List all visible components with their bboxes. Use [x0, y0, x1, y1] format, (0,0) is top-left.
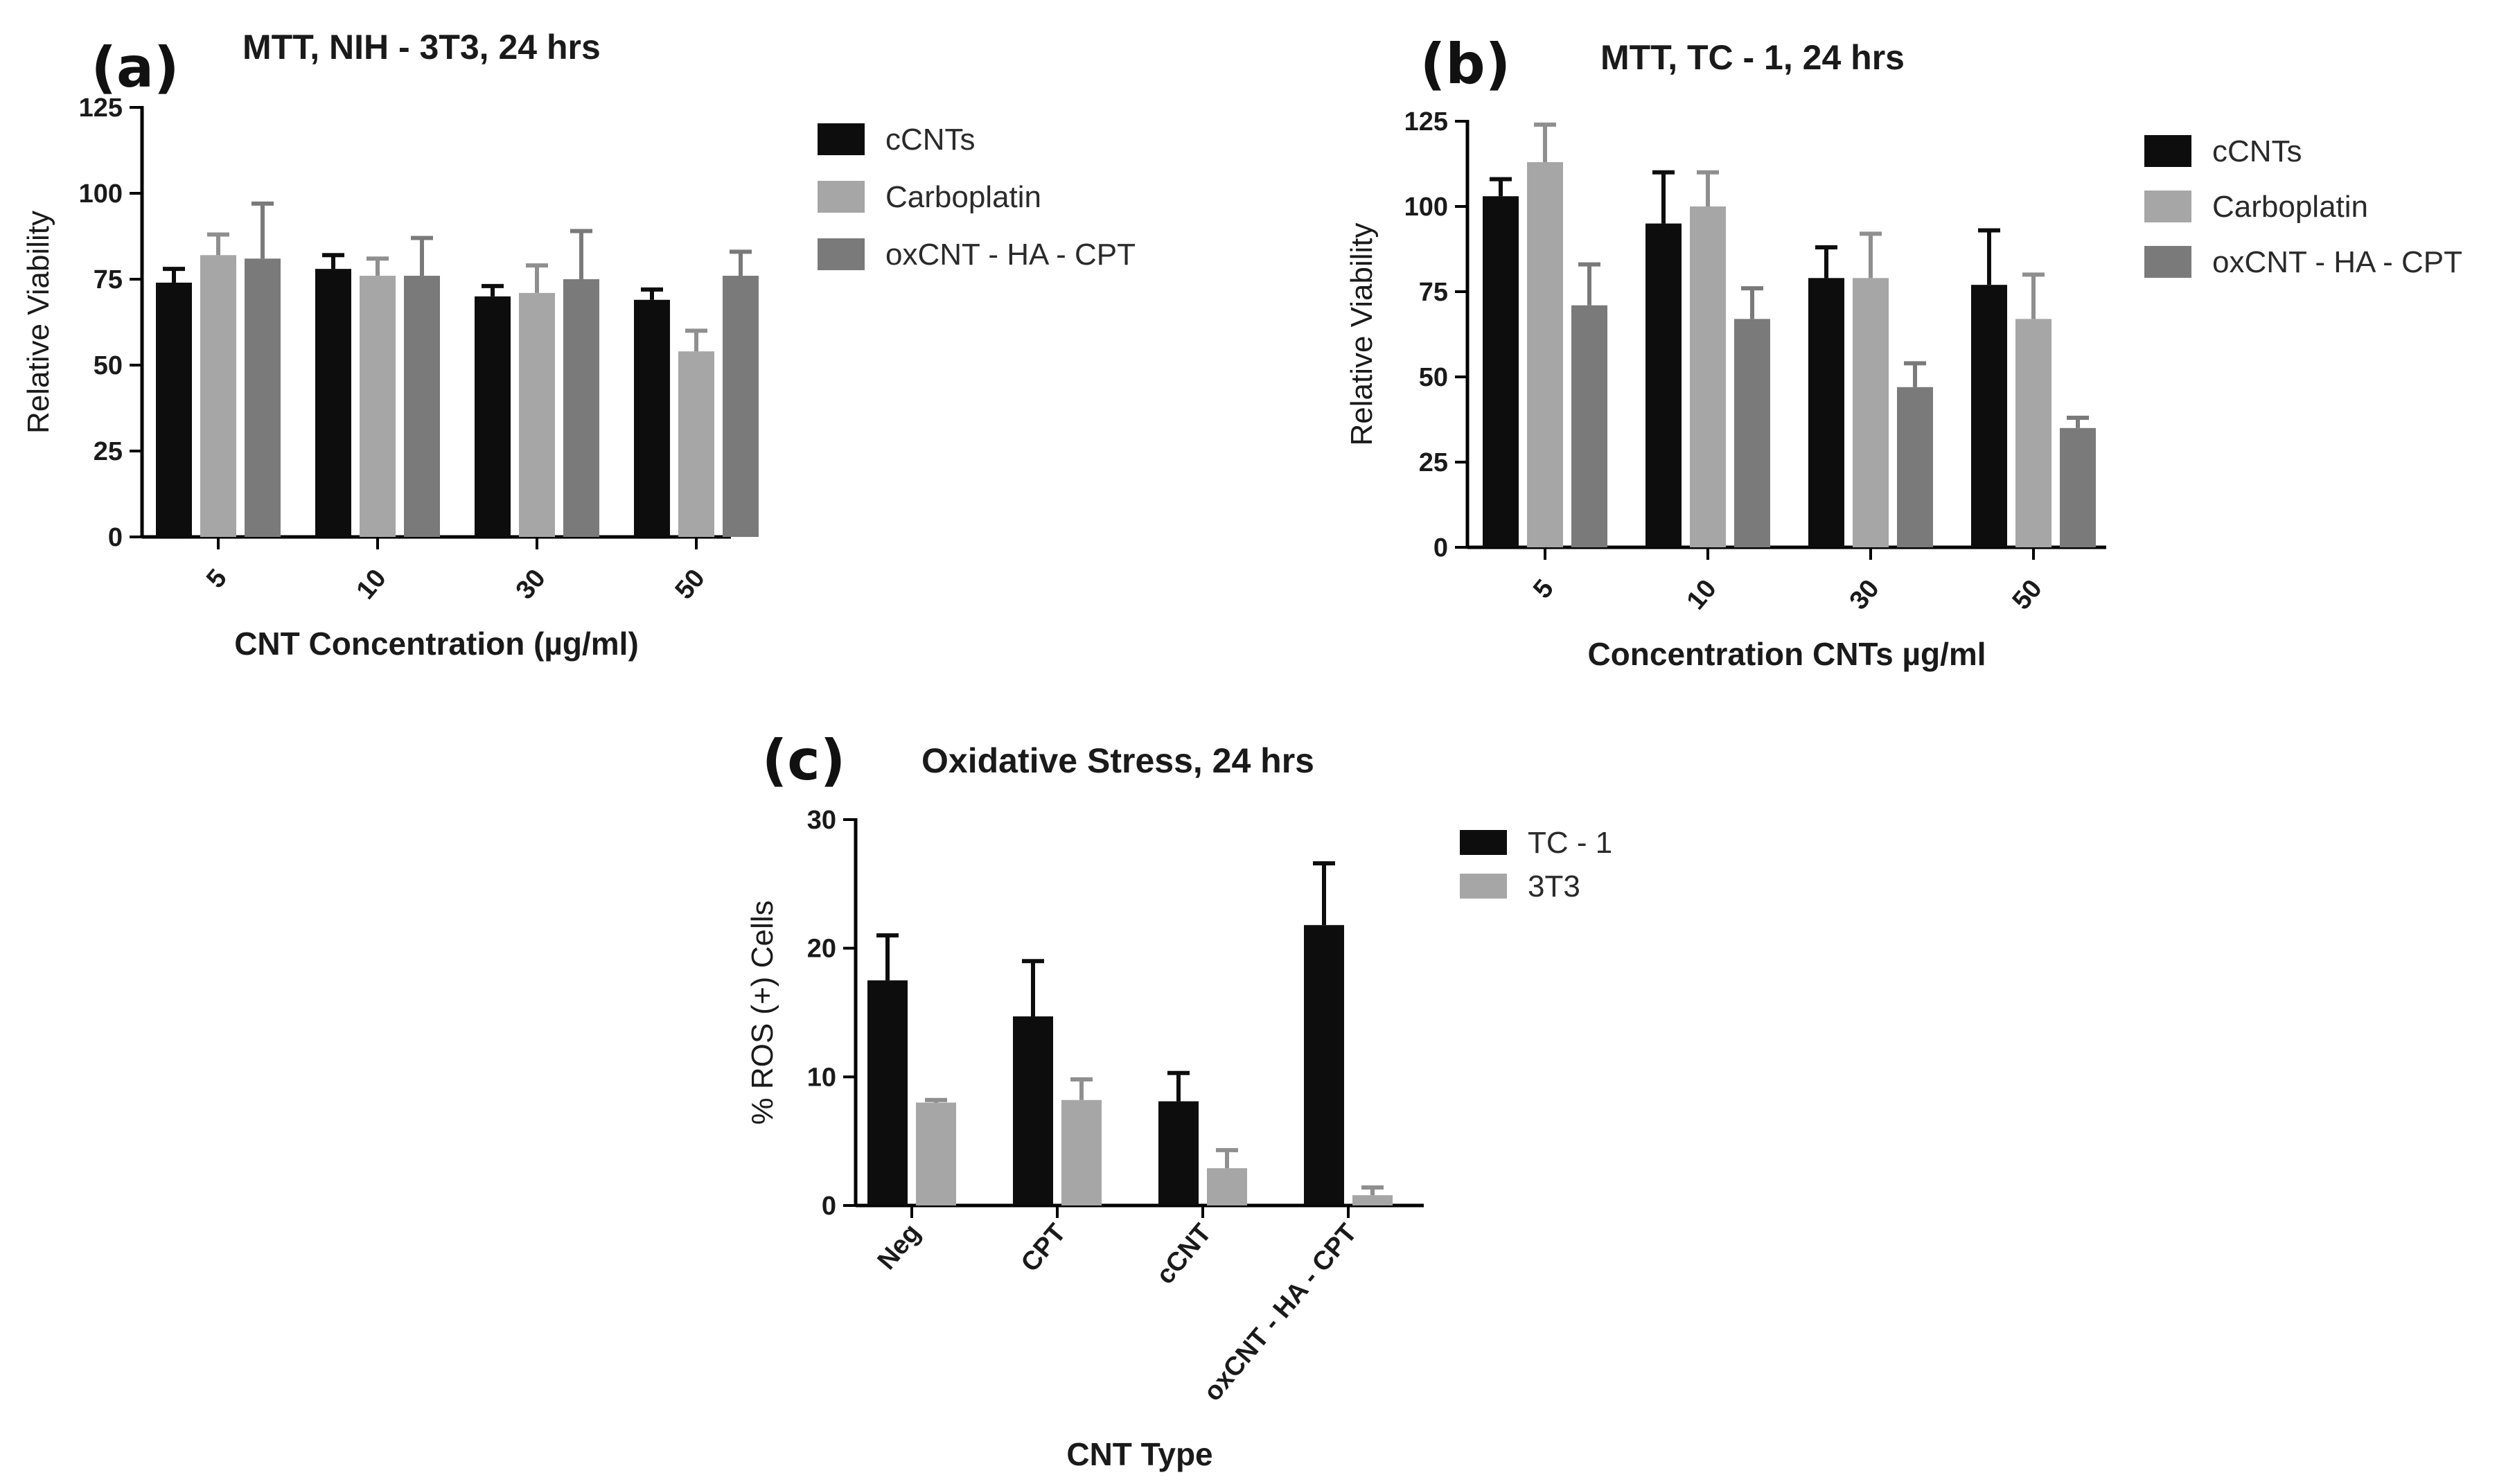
- panel-b-y-tick-label: 75: [1419, 278, 1448, 307]
- panel-c-y-tick-label: 30: [807, 806, 836, 835]
- panel-c-bar-0-0: [867, 980, 908, 1205]
- panel-a: (a) MTT, NIH - 3T3, 24 hrs 0 25 50 75 100 125 Re…: [21, 28, 1136, 662]
- panel-c-bar-2-0: [1158, 1101, 1199, 1205]
- panel-b-bar-0-2: [1571, 305, 1607, 547]
- panel-a-y-tick-label: 125: [79, 94, 123, 123]
- panel-b-bar-1-1: [1690, 206, 1726, 547]
- panel-c-bar-3-1: [1352, 1195, 1393, 1205]
- panel-c-legend-label: TC - 1: [1528, 826, 1612, 860]
- panel-b-y-tick-label: 100: [1404, 193, 1448, 222]
- panel-b-legend-label: cCNTs: [2212, 134, 2302, 168]
- panel-a-bar-3-0: [634, 299, 670, 537]
- panel-b-y-tick-label: 0: [1433, 533, 1448, 563]
- panel-b-bar-1-2: [1734, 319, 1770, 547]
- panel-c-legend-swatch: [1460, 830, 1507, 855]
- panel-c-category-label: cCNT: [1151, 1219, 1217, 1290]
- panel-a-legend-label: Carboplatin: [885, 180, 1041, 214]
- panel-a-bar-1-0: [315, 269, 351, 537]
- panel-b-y-tick-label: 25: [1419, 448, 1448, 477]
- panel-c-bar-1-0: [1013, 1016, 1053, 1205]
- panel-c-y-tick-label: 20: [807, 935, 836, 964]
- panel-b-x-axis-label: Concentration CNTs µg/ml: [1587, 636, 1986, 672]
- panel-b-bar-0-1: [1527, 162, 1563, 548]
- panel-b-bar-1-0: [1645, 223, 1682, 547]
- panel-b-bar-3-0: [1971, 285, 2007, 547]
- panel-b-y-axis-label: Relative Viability: [1345, 222, 1379, 445]
- panel-c-title: Oxidative Stress, 24 hrs: [921, 741, 1314, 780]
- panel-a-y-tick-label: 0: [108, 523, 123, 552]
- panel-b-bar-0-0: [1483, 196, 1519, 547]
- panel-a-y-axis-label: Relative Viability: [21, 211, 55, 434]
- panel-b: (b) MTT, TC - 1, 24 hrs 0 25 50 75 100 125 Relat…: [1345, 32, 2462, 672]
- panel-a-bar-2-0: [475, 296, 511, 537]
- panel-a-legend-swatch: [818, 181, 865, 213]
- panel-a-title: MTT, NIH - 3T3, 24 hrs: [242, 28, 601, 67]
- panel-c-letter: (c): [762, 728, 846, 793]
- panel-b-legend-swatch: [2144, 191, 2191, 222]
- panel-a-bar-1-1: [360, 276, 396, 537]
- panel-b-legend-swatch: [2144, 135, 2191, 167]
- panel-b-category-label: 50: [2007, 574, 2048, 615]
- panel-a-legend-label: oxCNT - HA - CPT: [885, 238, 1136, 272]
- panel-b-y-tick-label: 125: [1404, 107, 1448, 136]
- panel-a-bar-2-2: [563, 279, 599, 537]
- panel-b-bar-2-1: [1853, 278, 1889, 547]
- panel-b-letter: (b): [1420, 32, 1510, 96]
- panel-b-category-label: 30: [1844, 574, 1885, 615]
- panel-b-category-label: 10: [1682, 574, 1722, 615]
- panel-c-category-label: Neg: [872, 1219, 926, 1275]
- panel-a-bar-1-2: [404, 276, 440, 537]
- panel-b-bar-2-2: [1897, 387, 1933, 547]
- panel-a-bar-2-1: [519, 292, 555, 537]
- panel-c-y-tick-label: 10: [807, 1063, 836, 1092]
- panel-b-title: MTT, TC - 1, 24 hrs: [1600, 38, 1905, 77]
- panel-c-bar-3-0: [1304, 925, 1344, 1205]
- panel-c-bar-1-1: [1061, 1099, 1102, 1205]
- panel-a-category-label: 50: [670, 564, 711, 605]
- panel-a-bar-0-1: [200, 255, 236, 537]
- panel-b-bar-3-2: [2060, 427, 2096, 547]
- panel-a-category-label: 10: [351, 564, 392, 605]
- panel-c-y-axis-label: % ROS (+) Cells: [745, 901, 779, 1125]
- panel-a-letter: (a): [91, 35, 179, 100]
- panel-c-y-tick-label: 0: [822, 1192, 836, 1221]
- panel-a-legend-swatch: [818, 123, 865, 155]
- panel-b-bar-2-0: [1808, 278, 1844, 547]
- panel-a-y-tick-label: 100: [79, 179, 123, 209]
- panel-a-bar-0-2: [245, 258, 281, 537]
- panel-a-y-tick-label: 50: [94, 351, 123, 380]
- panel-b-bar-3-1: [2015, 319, 2051, 547]
- panel-a-bar-3-2: [723, 276, 759, 537]
- panel-c-category-label: CPT: [1016, 1219, 1072, 1278]
- panel-c: (c) Oxidative Stress, 24 hrs 0 10 20 30 % ROS …: [745, 728, 1612, 1472]
- panel-c-x-axis-label: CNT Type: [1066, 1436, 1212, 1472]
- panel-c-bar-0-1: [916, 1102, 956, 1205]
- panel-b-y-tick-label: 50: [1419, 363, 1448, 392]
- panel-b-category-label: 5: [1528, 574, 1560, 604]
- panel-b-legend-label: Carboplatin: [2212, 190, 2368, 224]
- panel-b-legend-swatch: [2144, 246, 2191, 278]
- panel-c-legend-label: 3T3: [1528, 869, 1580, 903]
- panel-a-category-label: 30: [511, 564, 551, 605]
- panel-c-bar-2-1: [1207, 1168, 1247, 1205]
- panel-b-legend-label: oxCNT - HA - CPT: [2212, 245, 2462, 279]
- panel-a-legend-swatch: [818, 238, 865, 270]
- panel-a-y-tick-label: 75: [94, 265, 123, 294]
- panel-c-category-label: oxCNT - HA - CPT: [1198, 1219, 1363, 1407]
- panel-a-y-tick-label: 25: [94, 437, 123, 466]
- panel-c-legend-swatch: [1460, 874, 1507, 899]
- panel-a-bar-0-0: [156, 282, 192, 537]
- panel-a-legend-label: cCNTs: [885, 123, 976, 157]
- panel-a-x-axis-label: CNT Concentration (µg/ml): [234, 626, 639, 662]
- panel-a-category-label: 5: [201, 564, 233, 594]
- panel-a-bar-3-1: [678, 351, 714, 537]
